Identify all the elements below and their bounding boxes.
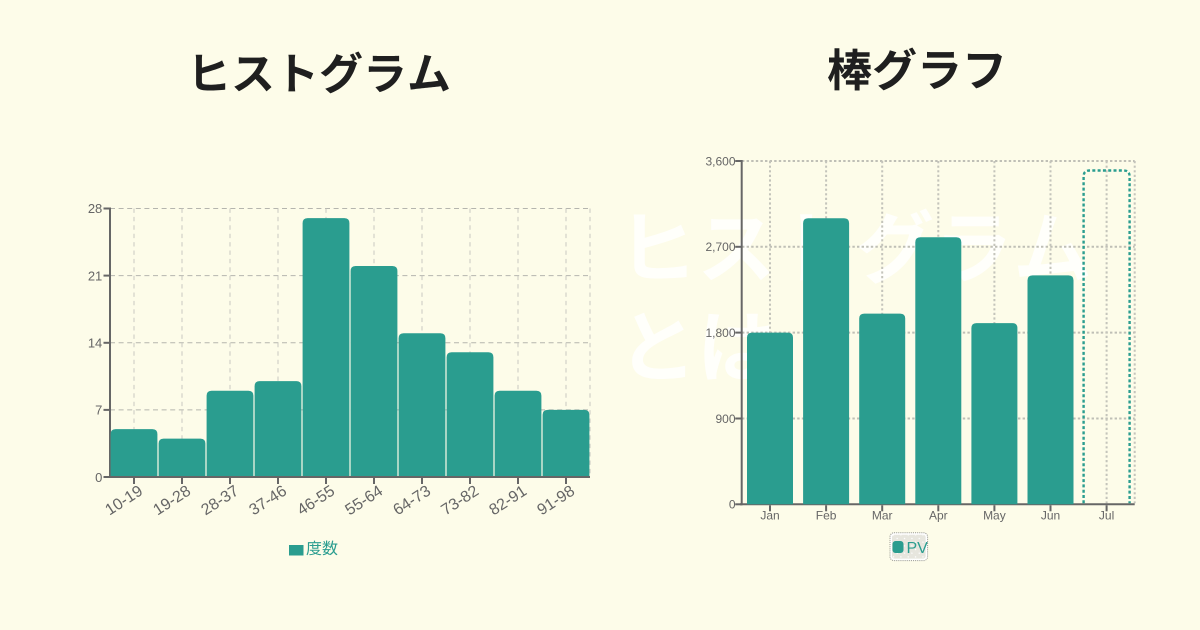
svg-text:2,700: 2,700: [705, 240, 735, 254]
svg-text:Feb: Feb: [816, 509, 837, 523]
svg-text:3,600: 3,600: [705, 154, 735, 168]
svg-text:Jun: Jun: [1041, 509, 1060, 523]
svg-text:900: 900: [715, 412, 735, 426]
svg-text:Jan: Jan: [760, 509, 779, 523]
svg-text:1,800: 1,800: [705, 326, 735, 340]
svg-text:PV: PV: [907, 540, 929, 557]
svg-text:0: 0: [729, 498, 736, 512]
svg-text:21: 21: [88, 268, 102, 283]
svg-text:14: 14: [88, 336, 102, 351]
svg-text:28: 28: [88, 201, 102, 216]
svg-text:Mar: Mar: [872, 509, 893, 523]
svg-text:Jul: Jul: [1099, 509, 1114, 523]
svg-text:7: 7: [95, 403, 102, 418]
svg-text:Apr: Apr: [929, 509, 948, 523]
svg-text:May: May: [983, 509, 1006, 523]
svg-text:0: 0: [95, 470, 102, 485]
